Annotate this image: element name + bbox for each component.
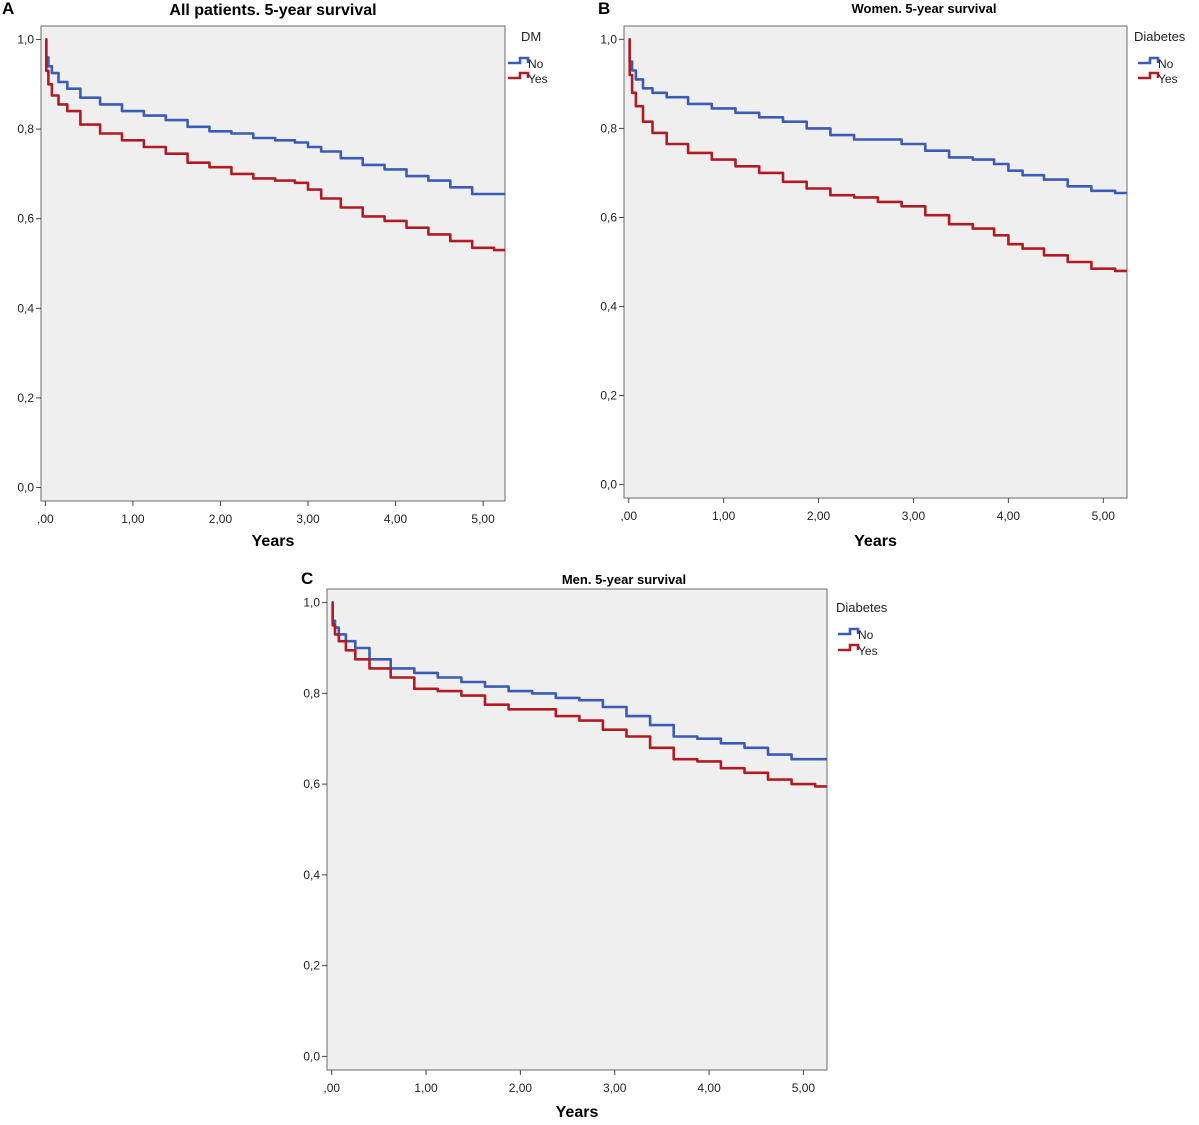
- chart-title: Women. 5-year survival: [852, 1, 997, 16]
- y-tick-label: 0,2: [17, 391, 34, 405]
- x-tick-label: 1,00: [414, 1081, 438, 1095]
- series-line-no: [45, 38, 505, 196]
- plot-area: [326, 588, 828, 1071]
- y-tick-label: 0,2: [600, 389, 617, 403]
- chart-panel-c: C Men. 5-year survival 0,0 0,2 0,4 0,6 0,8 1,0,…: [301, 569, 888, 1121]
- y-tick-label: 0,0: [17, 481, 34, 495]
- legend-label-no: No: [858, 628, 874, 642]
- legend-swatch-no: [838, 627, 860, 636]
- chart-title: All patients. 5-year survival: [169, 2, 376, 19]
- legend-swatch-yes: [1138, 71, 1160, 80]
- legend-swatch-yes: [508, 71, 530, 80]
- x-axis-label: Years: [854, 533, 897, 550]
- y-tick-label: 0,6: [17, 212, 34, 226]
- legend-title: DM: [521, 29, 541, 44]
- series-line-yes: [331, 601, 827, 788]
- x-tick-label: 2,00: [807, 509, 831, 523]
- y-tick-label: 0,2: [303, 959, 320, 973]
- x-tick-label: 5,00: [471, 512, 495, 526]
- x-tick-label: 5,00: [792, 1081, 816, 1095]
- legend-label-yes: Yes: [858, 644, 878, 658]
- legend-label-yes: Yes: [528, 72, 548, 86]
- y-tick-label: 1,0: [17, 32, 34, 46]
- series-line-no: [628, 38, 1127, 195]
- x-tick-label: 1,00: [121, 512, 145, 526]
- y-tick-label: 0,8: [303, 686, 320, 700]
- y-tick-label: 0,6: [303, 777, 320, 791]
- panel-letter: C: [301, 569, 313, 588]
- legend-title: Diabetes: [836, 600, 888, 615]
- plot-area: [623, 25, 1128, 499]
- x-tick-label: 4,00: [384, 512, 408, 526]
- legend: Diabetes No Yes: [836, 600, 888, 658]
- x-tick-label: 3,00: [902, 509, 926, 523]
- y-tick-label: 1,0: [600, 32, 617, 46]
- legend-label-yes: Yes: [1158, 72, 1178, 86]
- x-tick-label: 4,00: [997, 509, 1021, 523]
- series-line-no: [331, 601, 827, 761]
- y-tick-label: 0,0: [600, 478, 617, 492]
- panel-letter: B: [598, 0, 610, 18]
- x-tick-label: 4,00: [697, 1081, 721, 1095]
- y-tick-label: 0,6: [600, 210, 617, 224]
- series-line-yes: [45, 38, 505, 252]
- legend-label-no: No: [528, 57, 544, 71]
- panel-letter: A: [2, 0, 14, 18]
- plot-area: [40, 25, 506, 502]
- x-tick-label: 1,00: [712, 509, 736, 523]
- chart-panel-a: A All patients. 5-year survival 0,0 0,2 0,4 0…: [2, 0, 548, 550]
- legend-swatch-no: [1138, 56, 1160, 65]
- legend-label-no: No: [1158, 57, 1174, 71]
- x-tick-label: ,00: [37, 512, 54, 526]
- x-tick-label: 3,00: [296, 512, 320, 526]
- y-tick-label: 0,8: [600, 121, 617, 135]
- x-tick-label: ,00: [323, 1081, 340, 1095]
- y-tick-label: 0,4: [600, 300, 617, 314]
- x-tick-label: ,00: [620, 509, 637, 523]
- y-tick-label: 0,0: [303, 1049, 320, 1063]
- legend-title: Diabetes: [1134, 29, 1186, 44]
- y-tick-label: 0,8: [17, 122, 34, 136]
- legend-swatch-yes: [838, 643, 860, 652]
- y-tick-label: 0,4: [303, 868, 320, 882]
- y-tick-label: 0,4: [17, 301, 34, 315]
- chart-panel-b: B Women. 5-year survival 0,0 0,2 0,4 0,6 0,8 1,…: [598, 0, 1186, 550]
- series-line-yes: [628, 38, 1127, 273]
- x-tick-label: 5,00: [1092, 509, 1116, 523]
- y-tick-label: 1,0: [303, 596, 320, 610]
- x-axis-label: Years: [252, 533, 295, 550]
- legend-swatch-no: [508, 56, 530, 65]
- x-tick-label: 3,00: [603, 1081, 627, 1095]
- x-tick-label: 2,00: [209, 512, 233, 526]
- chart-title: Men. 5-year survival: [562, 572, 686, 587]
- x-tick-label: 2,00: [509, 1081, 533, 1095]
- x-axis-label: Years: [556, 1104, 599, 1121]
